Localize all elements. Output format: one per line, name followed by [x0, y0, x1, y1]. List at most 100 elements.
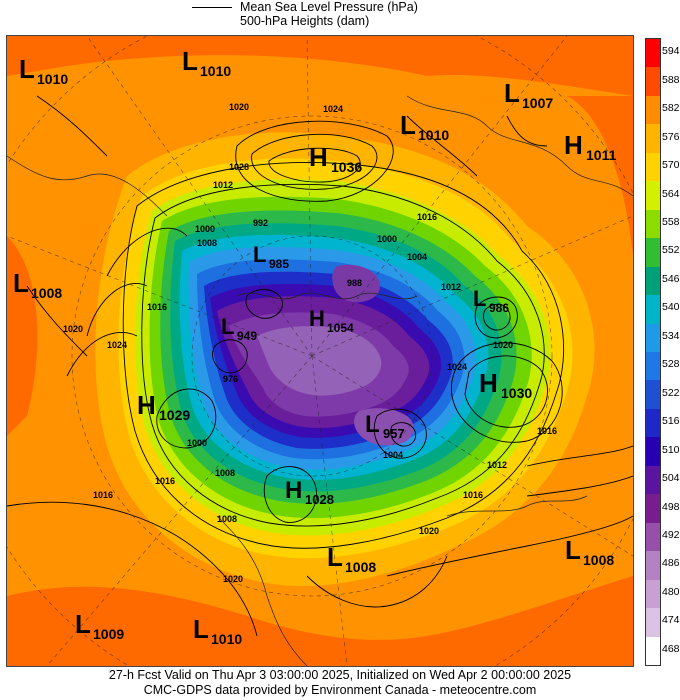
svg-text:949: 949 [237, 329, 257, 343]
colorbar-segment [646, 522, 660, 552]
contour-label: 1016 [155, 476, 175, 486]
colorbar-label: 552 [662, 244, 680, 257]
svg-text:1036: 1036 [331, 159, 362, 175]
contour-label: 1004 [383, 450, 403, 460]
system-label: H 1011 [564, 130, 617, 163]
svg-text:1028: 1028 [305, 492, 334, 507]
contour-label: 1012 [441, 282, 461, 292]
contour-label: 1000 [377, 234, 397, 244]
contour-label: 1028 [229, 162, 249, 172]
svg-text:1029: 1029 [159, 407, 190, 423]
system-label: L 985 [253, 242, 289, 271]
svg-text:1008: 1008 [345, 559, 376, 575]
colorbar-segment [646, 352, 660, 381]
colorbar-segment [646, 95, 660, 125]
colorbar-segment [646, 380, 660, 410]
system-label: L 1008 [565, 535, 614, 568]
svg-text:1030: 1030 [501, 385, 532, 401]
forecast-map: L 1010 L 1010 H 1036 L 1010 L 1007 H 1011 L 100… [6, 35, 634, 667]
svg-text:L: L [193, 614, 209, 644]
svg-text:1010: 1010 [211, 631, 242, 647]
contour-label: 1000 [187, 438, 207, 448]
data-credit: CMC-GDPS data provided by Environment Ca… [143, 683, 537, 697]
pressure-systems: L 1010 L 1010 H 1036 L 1010 L 1007 H 1011 L 100… [13, 46, 617, 647]
system-label: L 1010 [19, 54, 68, 87]
svg-text:1010: 1010 [418, 127, 449, 143]
svg-text:H: H [309, 306, 325, 331]
colorbar-label: 474 [662, 614, 680, 627]
colorbar-segment [646, 323, 660, 353]
contour-label: 1016 [417, 212, 437, 222]
svg-text:L: L [400, 110, 416, 140]
colorbar-segment [646, 152, 660, 182]
isobars [7, 95, 633, 637]
contour-label: 1000 [195, 224, 215, 234]
system-label: L 1010 [400, 110, 449, 143]
colorbar-segment [646, 579, 660, 609]
contour-label: 1020 [229, 102, 249, 112]
map-canvas: L 1010 L 1010 H 1036 L 1010 L 1007 H 1011 L 100… [7, 36, 633, 666]
colorbar-label: 576 [662, 130, 680, 143]
colorbar-label: 510 [662, 443, 680, 456]
colorbar-label: 534 [662, 329, 680, 342]
system-label: H 1028 [285, 477, 334, 507]
system-label: H 1036 [309, 142, 362, 175]
fill-588-east [567, 96, 633, 256]
colorbar-label: 528 [662, 358, 680, 371]
svg-text:1054: 1054 [327, 321, 354, 335]
colorbar-segment [646, 39, 660, 68]
svg-text:L: L [221, 314, 234, 339]
system-label: L 986 [473, 286, 509, 315]
legend-line-symbol [192, 7, 232, 8]
contour-label: 1008 [217, 514, 237, 524]
colorbar-label: 516 [662, 415, 680, 428]
fill-486-lobe [354, 408, 414, 446]
map-legend: Mean Sea Level Pressure (hPa) 500-hPa He… [192, 0, 492, 30]
graticule [7, 36, 633, 666]
colorbar-label: 588 [662, 73, 680, 86]
contour-label: 1020 [493, 340, 513, 350]
contour-label: 988 [347, 278, 362, 288]
svg-text:1010: 1010 [37, 71, 68, 87]
colorbar-label: 492 [662, 528, 680, 541]
contour-label: 1024 [107, 340, 127, 350]
colorbar-label: 498 [662, 500, 680, 513]
contour-label: 1024 [447, 362, 467, 372]
svg-text:L: L [504, 78, 520, 108]
legend-heights-label: 500-hPa Heights (dam) [240, 14, 370, 28]
colorbar-segment [646, 437, 660, 467]
system-label: L 1010 [193, 614, 242, 647]
fill-588-south [7, 576, 633, 666]
system-label: H 1030 [479, 368, 532, 401]
svg-text:H: H [479, 368, 498, 398]
svg-text:L: L [365, 411, 380, 438]
svg-text:L: L [75, 609, 91, 639]
colorbar-label: 570 [662, 159, 680, 172]
colorbar-label: 480 [662, 585, 680, 598]
contour-labels: 1020 1024 1028 1012 1016 992 1008 1000 1… [63, 102, 557, 584]
colorbar-label: 504 [662, 472, 680, 485]
contour-label: 1020 [419, 526, 439, 536]
colorbar-segment [646, 551, 660, 581]
svg-text:985: 985 [269, 257, 289, 271]
svg-text:H: H [309, 142, 328, 172]
svg-text:L: L [19, 54, 35, 84]
system-label: L 1008 [327, 542, 376, 575]
svg-text:1009: 1009 [93, 626, 124, 642]
system-label: L 1007 [504, 78, 553, 111]
fill-486 [257, 326, 382, 396]
colorbar-segment [646, 408, 660, 438]
colorbar-segment [646, 295, 660, 325]
colorbar-label: 558 [662, 215, 680, 228]
system-label: L 949 [221, 314, 257, 343]
colorbar-segment [646, 209, 660, 239]
svg-text:L: L [327, 542, 343, 572]
system-label: L 957 [365, 411, 405, 441]
colorbar-label: 594 [662, 45, 680, 58]
colorbar-segment [646, 608, 660, 638]
coastlines [7, 95, 633, 666]
contour-label: 1008 [215, 468, 235, 478]
colorbar-segment [646, 636, 660, 666]
forecast-valid-time: 27-h Fcst Valid on Thu Apr 3 03:00:00 20… [108, 668, 572, 682]
colorbar-label: 486 [662, 557, 680, 570]
